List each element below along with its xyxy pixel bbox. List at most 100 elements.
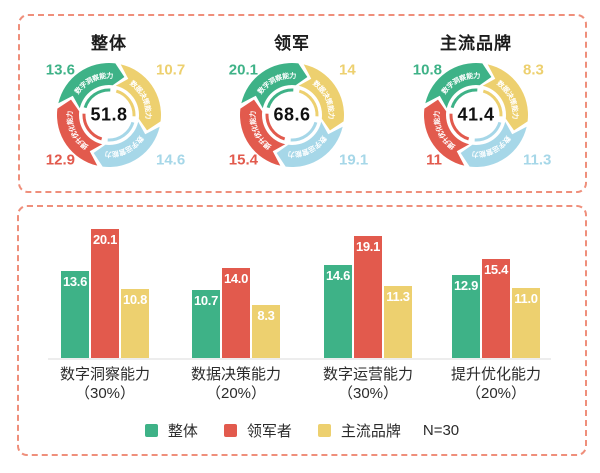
category-name: 提升优化能力 [450, 366, 541, 383]
bar-green-group4: 12.9 [452, 275, 480, 358]
donut-value-optimization: 11 [426, 151, 442, 169]
bar-value-label: 11.3 [386, 288, 410, 304]
legend-swatch-yellow [317, 424, 331, 437]
donut-inner-ring-yellow [115, 89, 136, 117]
bar-red-group4: 15.4 [482, 259, 510, 358]
category-weight: （20%） [465, 385, 527, 402]
bar-panel: 13.6 20.1 10.8 数字洞察能力 （30%） 10.7 14.0 8.3 数据决策能力… [17, 205, 587, 456]
bar-chart: 13.6 20.1 10.8 数字洞察能力 （30%） 10.7 14.0 8.3 数据决策能力… [19, 207, 581, 450]
donut-value-insight: 20.1 [228, 61, 258, 79]
category-label: 数据决策能力 （20%） [166, 365, 306, 403]
donut-segment-yellow [115, 64, 161, 131]
donut-value-operation: 19.1 [339, 151, 369, 169]
bar-yellow-group4: 11.0 [512, 287, 540, 358]
legend: 整体 领军者 主流品牌 N=30 [19, 420, 585, 441]
bar-value-label: 14.0 [223, 271, 249, 287]
bar-value-label: 19.1 [355, 238, 381, 254]
bar-red-group2: 14.0 [222, 268, 250, 358]
donut-title-overall: 整体 [91, 34, 127, 53]
donut-segment-blue [276, 121, 343, 167]
bar-red-group1: 20.1 [91, 229, 119, 358]
bar-value-label: 20.1 [92, 232, 118, 248]
legend-item-mainstream: 主流品牌 [317, 420, 401, 441]
bar-value-label: 13.6 [62, 274, 88, 289]
bar-value-label: 11.0 [514, 290, 538, 306]
bar-red-group3: 19.1 [354, 235, 382, 358]
bar-value-label: 12.9 [453, 278, 479, 294]
category-weight: （30%） [337, 385, 399, 402]
donut-inner-ring-green [83, 88, 111, 109]
donut-inner-ring-blue [290, 121, 318, 142]
donut-inner-ring-green [450, 88, 478, 109]
donut-center-value: 68.6 [273, 104, 311, 125]
bar-green-group2: 10.7 [192, 289, 220, 358]
bar-yellow-group1: 10.8 [121, 288, 149, 358]
donut-segment-red [424, 99, 470, 166]
legend-item-overall: 整体 [144, 420, 198, 441]
donut-segment-blue [93, 121, 160, 167]
donut-value-insight: 13.6 [45, 61, 75, 79]
legend-swatch-red [223, 424, 237, 437]
bar-value-label: 10.8 [122, 291, 148, 307]
donut-inner-ring-yellow [482, 89, 503, 117]
legend-swatch-green [144, 424, 158, 437]
donut-inner-ring-red [82, 113, 103, 141]
donut-title-leaders: 领军 [274, 34, 310, 53]
donut-value-operation: 14.6 [156, 151, 186, 169]
donut-segment-red [240, 99, 286, 166]
donut-value-decision: 10.7 [156, 61, 186, 79]
donut-value-optimization: 15.4 [228, 151, 258, 169]
bar-value-label: 15.4 [483, 262, 509, 278]
bar-value-label: 10.7 [193, 292, 219, 308]
sample-size-note: N=30 [422, 422, 460, 439]
donut-inner-ring-green [266, 88, 294, 109]
legend-label: 整体 [167, 423, 198, 440]
legend-label: 主流品牌 [340, 423, 401, 440]
category-label: 数字运营能力 （30%） [298, 365, 438, 403]
donut-segment-blue [460, 121, 527, 167]
bar-green-group3: 14.6 [324, 264, 352, 358]
category-weight: （30%） [74, 385, 136, 402]
category-label: 提升优化能力 （20%） [426, 365, 566, 403]
category-label: 数字洞察能力 （30%） [35, 365, 175, 403]
donut-group-leaders: 领军 数字洞察能力 数据决策能力 数字运营能力 提升优化能力 20.1 14 15.4… [207, 24, 377, 189]
legend-label: 领军者 [246, 423, 292, 440]
donut-value-optimization: 12.9 [45, 151, 75, 169]
category-weight: （20%） [205, 385, 267, 402]
donut-inner-ring-blue [107, 121, 135, 142]
donut-segment-yellow [298, 64, 344, 131]
donut-inner-ring-red [449, 113, 470, 141]
donut-group-mainstream: 主流品牌 数字洞察能力 数据决策能力 数字运营能力 提升优化能力 10.8 8.3 1… [391, 24, 561, 189]
bar-value-label: 8.3 [257, 307, 275, 323]
donut-center-value: 51.8 [90, 104, 128, 125]
donut-value-decision: 8.3 [523, 61, 544, 79]
donut-value-insight: 10.8 [412, 61, 442, 79]
donut-inner-ring-red [265, 113, 286, 141]
donut-segment-green [58, 63, 125, 109]
donut-inner-ring-yellow [298, 89, 319, 117]
donut-value-operation: 11.3 [523, 151, 552, 169]
bar-value-label: 14.6 [325, 267, 351, 283]
category-name: 数字运营能力 [322, 366, 413, 383]
donut-segment-green [241, 63, 308, 109]
donut-inner-ring-blue [474, 121, 502, 142]
x-axis-line [48, 358, 551, 360]
bar-yellow-group2: 8.3 [252, 304, 280, 358]
donut-segment-green [425, 63, 492, 109]
bar-green-group1: 13.6 [61, 271, 89, 358]
donut-value-decision: 14 [339, 61, 356, 79]
legend-item-leaders: 领军者 [223, 420, 292, 441]
donut-segment-red [57, 99, 103, 166]
donut-center-value: 41.4 [457, 104, 495, 125]
donut-group-overall: 整体 数字洞察能力 数据决策能力 数字运营能力 提升优化能力 13.6 10.7 12… [24, 24, 194, 189]
donut-segment-yellow [482, 64, 528, 131]
category-name: 数字洞察能力 [59, 366, 150, 383]
category-name: 数据决策能力 [190, 366, 281, 383]
donut-title-mainstream: 主流品牌 [440, 34, 512, 53]
bar-yellow-group3: 11.3 [384, 285, 412, 358]
donut-panel: 整体 数字洞察能力 数据决策能力 数字运营能力 提升优化能力 13.6 10.7 12… [18, 14, 587, 193]
